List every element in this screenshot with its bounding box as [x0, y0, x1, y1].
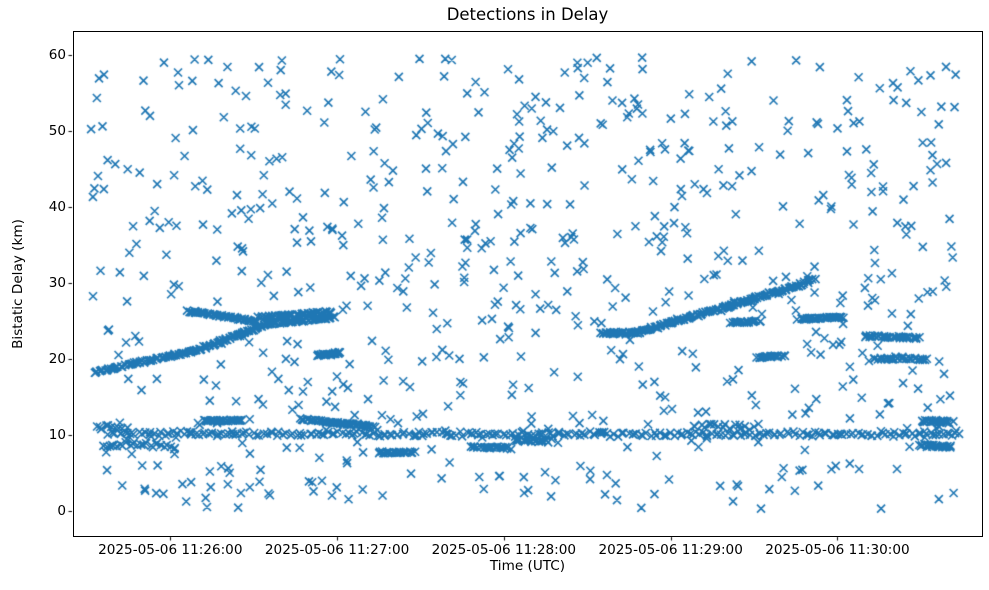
- x-tick-label-2: 2025-05-06 11:28:00: [431, 542, 577, 558]
- y-tick-label-2: 20: [48, 351, 66, 368]
- x-tick-label-3: 2025-05-06 11:29:00: [598, 542, 743, 558]
- y-tick-label-4: 40: [48, 199, 66, 216]
- chart-title: Detections in Delay: [446, 5, 609, 24]
- x-axis-label: Time (UTC): [489, 558, 566, 574]
- x-tick-label-1: 2025-05-06 11:27:00: [264, 542, 410, 558]
- y-tick-label-0: 0: [57, 502, 66, 519]
- y-tick-label-1: 10: [48, 427, 66, 443]
- x-tick-label-0: 2025-05-06 11:26:00: [98, 542, 243, 558]
- x-tick-label-4: 2025-05-06 11:30:00: [765, 542, 910, 558]
- y-tick-label-3: 30: [48, 275, 66, 292]
- y-tick-label-6: 60: [48, 47, 66, 64]
- y-tick-label-5: 50: [48, 123, 66, 140]
